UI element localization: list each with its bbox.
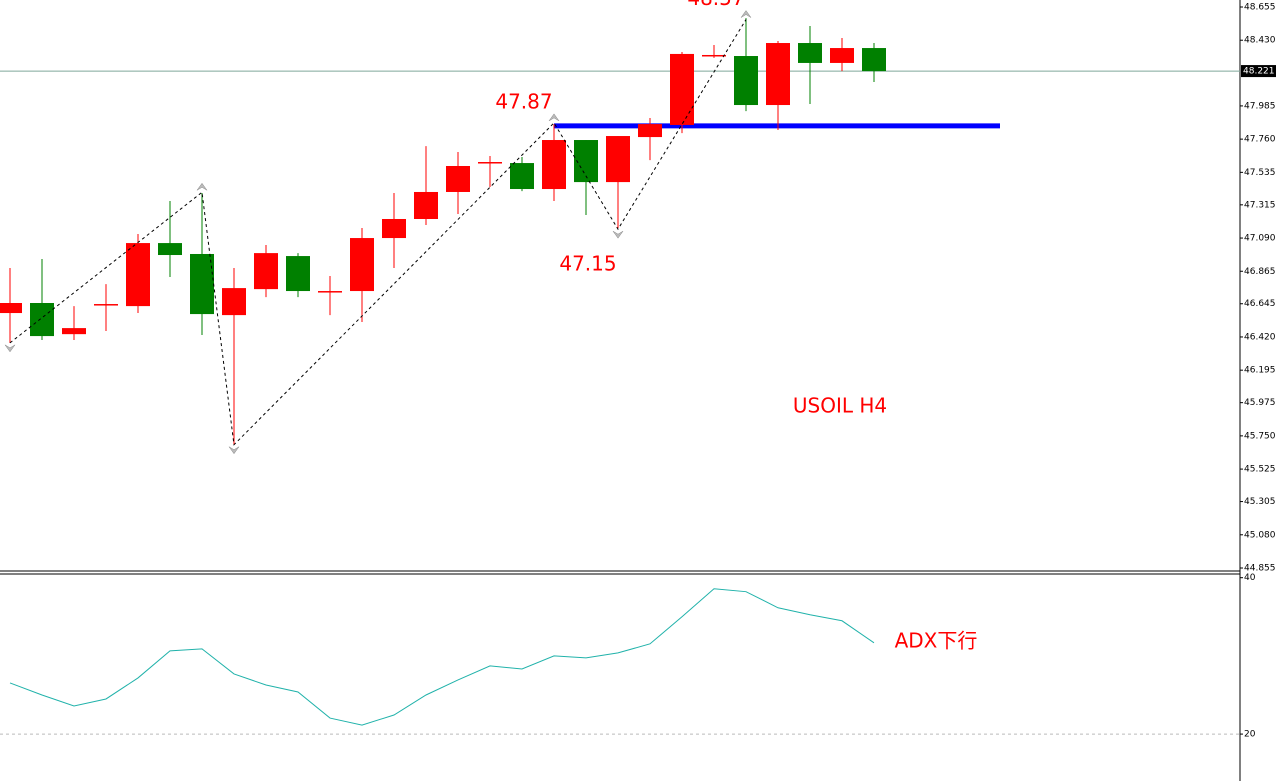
candle-body xyxy=(798,43,822,63)
y-tick-label: 45.975 xyxy=(1244,398,1276,408)
zigzag-label: 47.87 xyxy=(495,89,552,113)
candle-body xyxy=(766,43,790,106)
y-tick-label: 45.080 xyxy=(1244,530,1276,540)
y-tick-label: 47.985 xyxy=(1244,101,1276,111)
candle-body xyxy=(414,191,438,219)
y-tick-label: 46.865 xyxy=(1244,267,1276,277)
zigzag-marker xyxy=(196,182,208,191)
candle-body xyxy=(350,238,374,292)
y-tick-label: 47.760 xyxy=(1244,135,1276,145)
candle-body xyxy=(702,54,726,57)
candle-body xyxy=(670,53,694,125)
y-tick-label: 45.305 xyxy=(1244,497,1276,507)
candle-body xyxy=(542,140,566,190)
candle-body xyxy=(734,56,758,106)
y-tick-label: 46.420 xyxy=(1244,332,1276,342)
candle-body xyxy=(638,124,662,138)
y-tick-label: 47.315 xyxy=(1244,200,1276,210)
y-tick-label: 40 xyxy=(1244,573,1256,583)
y-tick-label: 20 xyxy=(1244,730,1256,740)
candle-body xyxy=(158,243,182,256)
candle-body xyxy=(830,48,854,63)
candle-body xyxy=(510,163,534,190)
y-tick-label: 48.430 xyxy=(1244,36,1276,46)
y-tick-label: 47.090 xyxy=(1244,234,1276,244)
candle-body xyxy=(94,304,118,306)
candle-body xyxy=(190,253,214,315)
zigzag-marker xyxy=(612,230,624,239)
zigzag-label: 48.57 xyxy=(687,0,744,10)
zigzag-marker xyxy=(228,446,240,455)
zigzag-line xyxy=(9,19,747,446)
candle-body xyxy=(222,288,246,316)
y-tick-label: 48.655 xyxy=(1244,3,1276,13)
chart-title: USOIL H4 xyxy=(793,394,887,418)
y-tick-label: 46.645 xyxy=(1244,299,1276,309)
zigzag-label: 47.15 xyxy=(559,252,616,276)
candle-body xyxy=(606,136,630,183)
y-tick-label: 45.750 xyxy=(1244,431,1276,441)
candle-body xyxy=(382,218,406,239)
candle-body xyxy=(446,165,470,192)
y-tick-label: 47.535 xyxy=(1244,168,1276,178)
candle-body xyxy=(574,140,598,183)
y-tick-label: 44.855 xyxy=(1244,564,1276,574)
y-tick-label: 45.525 xyxy=(1244,465,1276,475)
zigzag-marker xyxy=(740,10,752,18)
candle-body xyxy=(318,291,342,293)
candle-body xyxy=(126,243,150,307)
candle-body xyxy=(862,48,886,72)
zigzag-marker xyxy=(548,113,560,122)
candle-body xyxy=(62,328,86,335)
zigzag-marker xyxy=(4,344,16,353)
candle-body xyxy=(478,162,502,164)
y-tick-label: 46.195 xyxy=(1244,366,1276,376)
candle-body xyxy=(0,303,22,314)
candle-body xyxy=(30,303,54,337)
candle-body xyxy=(286,256,310,292)
adx-line xyxy=(9,588,875,726)
candle-body xyxy=(254,253,278,290)
current-price-box xyxy=(1241,65,1276,78)
indicator-title: ADX下行 xyxy=(895,629,978,653)
current-price-label: 48.221 xyxy=(1243,67,1275,77)
